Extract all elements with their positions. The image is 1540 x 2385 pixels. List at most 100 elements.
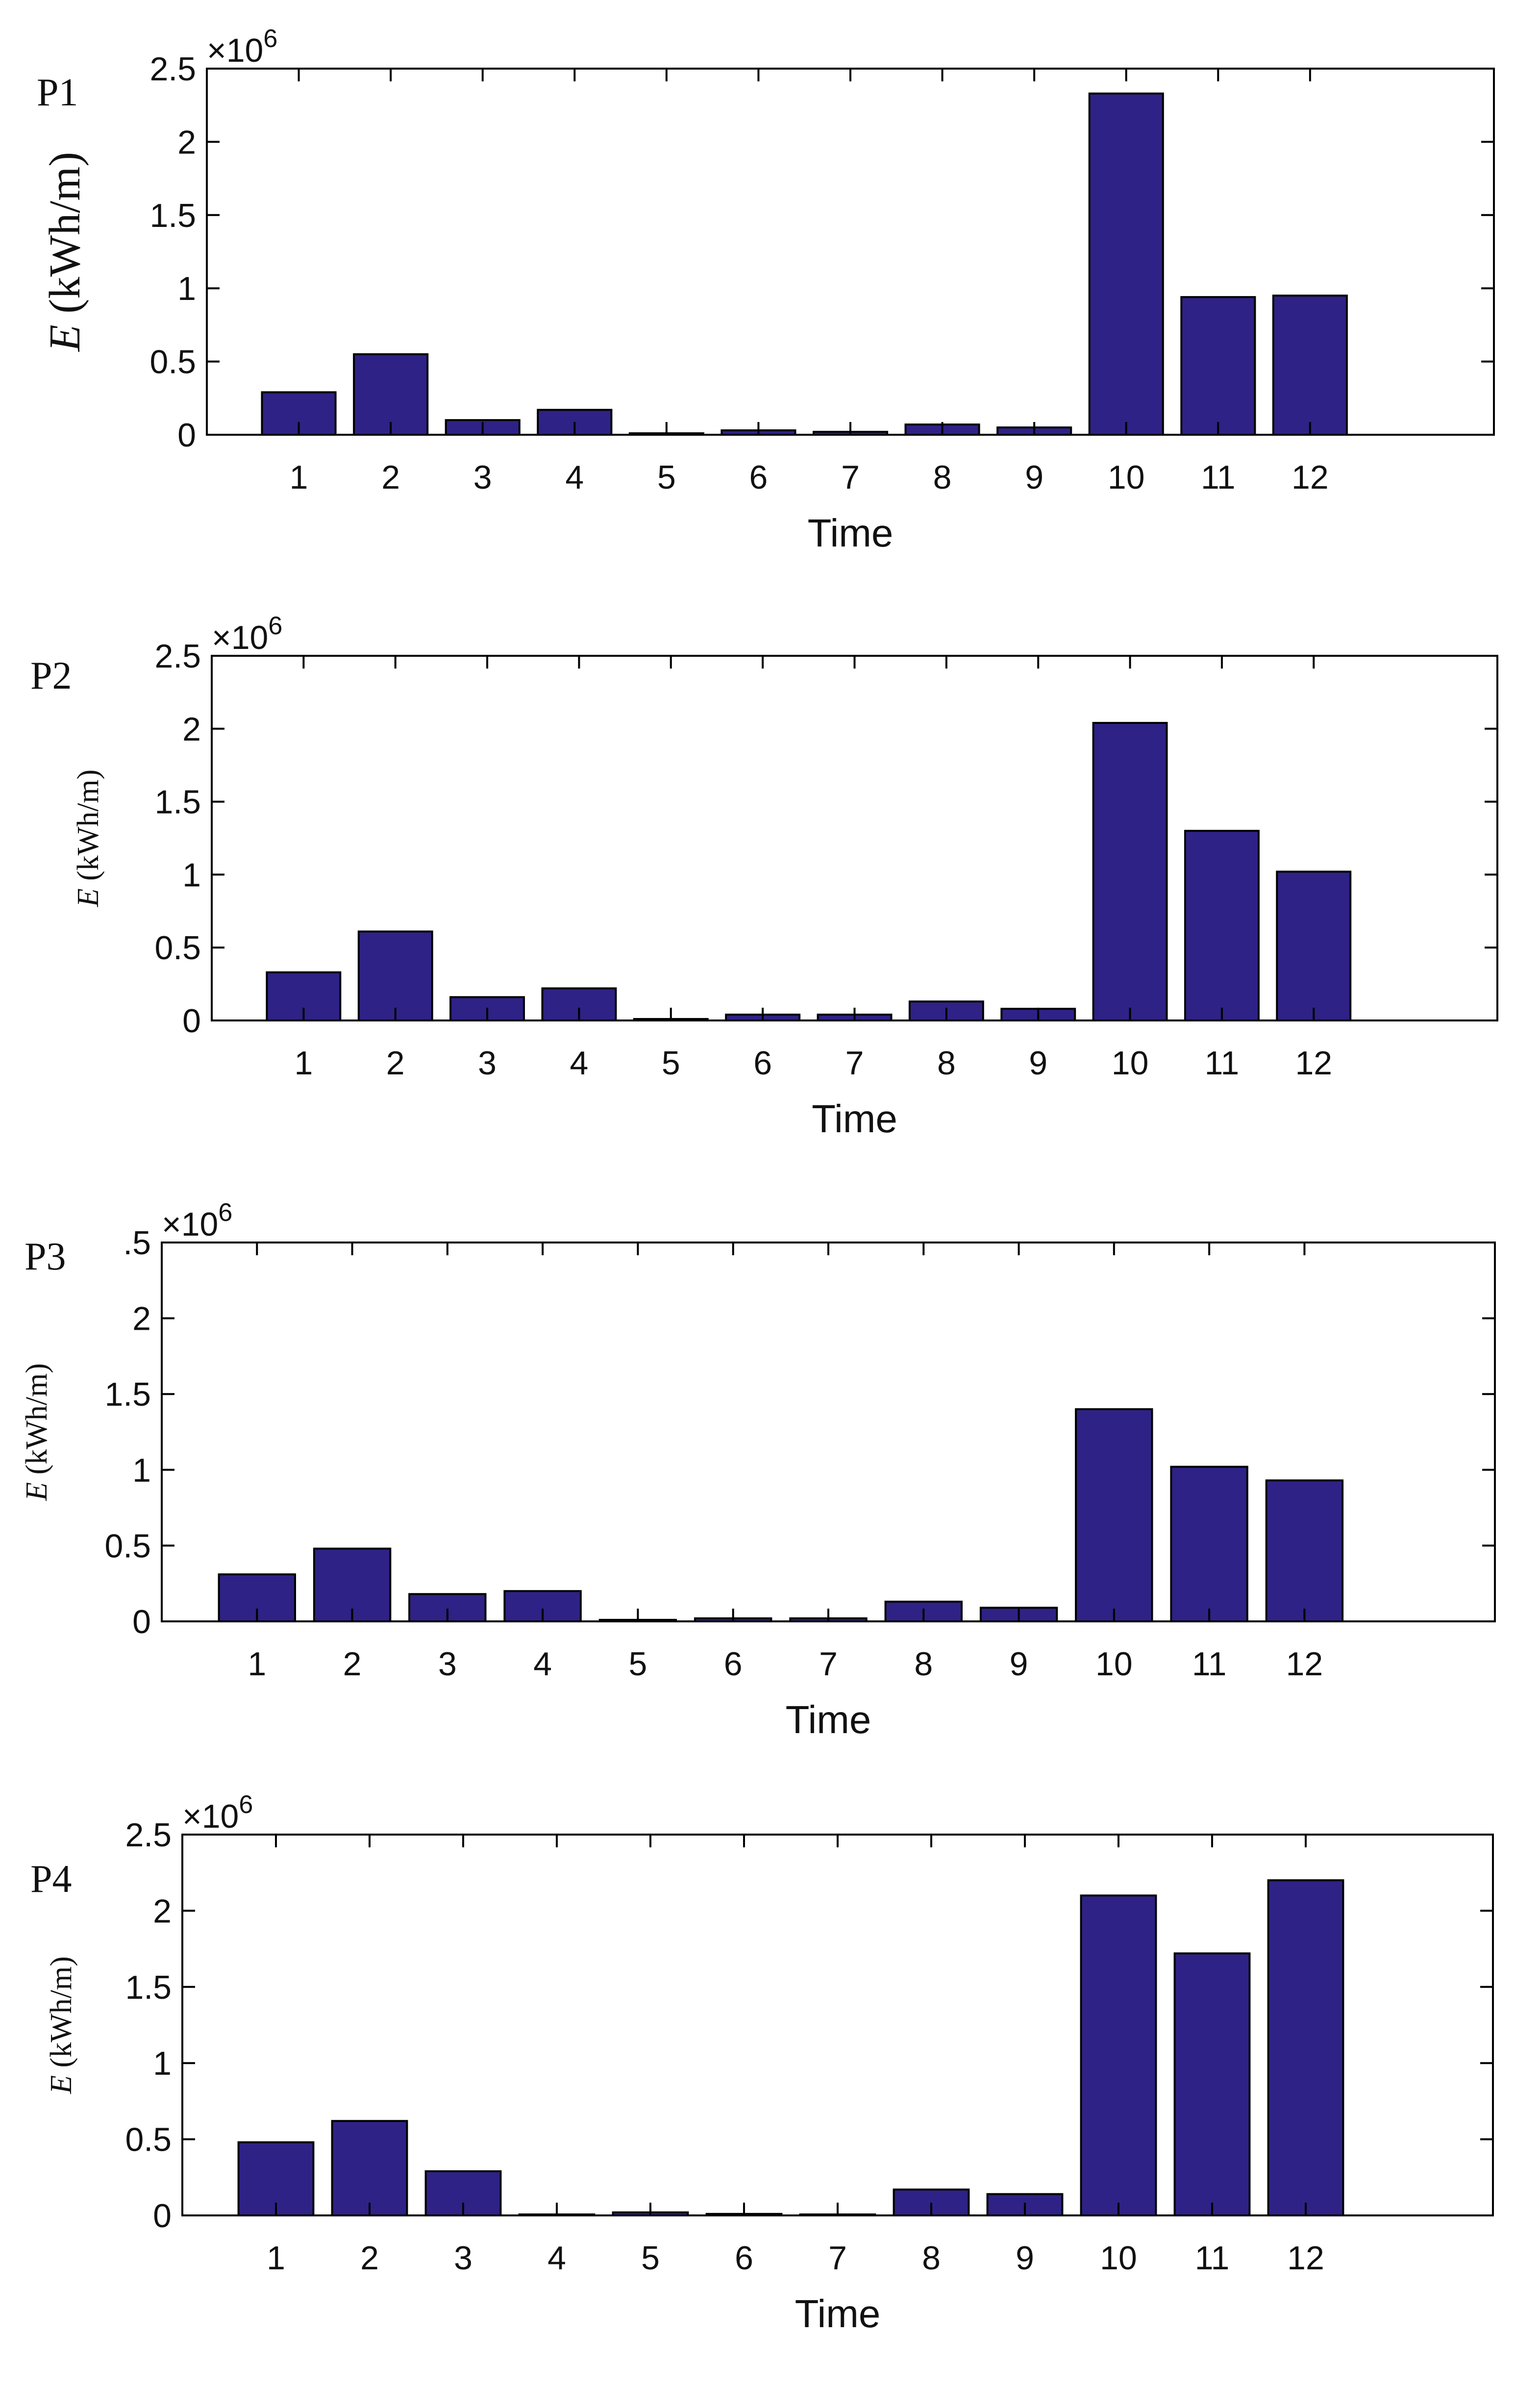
x-tick-label: 3 — [454, 2239, 472, 2277]
x-tick-label: 10 — [1112, 1044, 1149, 1082]
x-tick-label: 5 — [641, 2239, 660, 2277]
x-tick-label: 11 — [1195, 2239, 1230, 2277]
y-tick-label: 0.5 — [125, 2121, 172, 2159]
x-tick-label: 7 — [841, 459, 860, 496]
x-tick-label: 9 — [1016, 2239, 1034, 2277]
x-tick-label: 6 — [749, 459, 768, 496]
x-tick-label: 8 — [933, 459, 952, 496]
y-tick-label: 0.5 — [149, 344, 196, 381]
y-tick-label: 0 — [177, 417, 196, 454]
panel-label: P3 — [25, 1235, 66, 1278]
x-tick-label: 3 — [478, 1044, 497, 1082]
bar-2 — [331, 2120, 408, 2216]
y-axis-label: E (kWh/m) — [72, 770, 105, 908]
bar-8 — [893, 2188, 970, 2217]
y-tick-label: 1.5 — [154, 784, 201, 821]
x-tick-label: 4 — [533, 1645, 552, 1683]
panel-label: P1 — [37, 71, 78, 114]
y-tick-label: 1 — [177, 270, 196, 307]
y-tick-label: 1.5 — [104, 1376, 151, 1413]
y-tick-label: 2.5 — [149, 50, 196, 88]
x-axis-label: Time — [795, 2292, 881, 2335]
panel-label: P2 — [30, 654, 72, 697]
bar-1 — [266, 971, 342, 1022]
bar-12 — [1267, 1879, 1344, 2216]
y-tick-label: 0 — [132, 1603, 151, 1640]
x-tick-label: 10 — [1100, 2239, 1137, 2277]
x-tick-label: 3 — [438, 1645, 457, 1683]
x-tick-label: 8 — [914, 1645, 933, 1683]
y-tick-label: 2 — [153, 1892, 172, 1930]
x-tick-label: 7 — [828, 2239, 847, 2277]
y-axis-label: E (kWh/m) — [20, 1363, 53, 1501]
y-tick-label: 2 — [132, 1300, 151, 1338]
bar-2 — [357, 930, 433, 1021]
x-tick-label: 9 — [1029, 1044, 1047, 1082]
bar-11 — [1173, 1952, 1251, 2216]
y-tick-label: 2 — [177, 124, 196, 161]
y-scale-exponent: ×106 — [162, 1198, 232, 1243]
x-tick-label: 11 — [1205, 1044, 1240, 1082]
x-tick-label: 5 — [629, 1645, 647, 1683]
x-tick-label: 4 — [565, 459, 584, 496]
bar-10 — [1088, 92, 1164, 436]
x-tick-label: 12 — [1295, 1044, 1332, 1082]
x-tick-label: 2 — [381, 459, 400, 496]
x-tick-label: 12 — [1292, 459, 1329, 496]
x-tick-label: 4 — [547, 2239, 566, 2277]
x-tick-label: 6 — [724, 1645, 743, 1683]
bar-3 — [408, 1593, 487, 1623]
x-tick-label: 5 — [657, 459, 676, 496]
y-scale-exponent: ×106 — [182, 1790, 253, 1835]
y-scale-exponent: ×106 — [207, 25, 277, 69]
x-tick-label: 8 — [922, 2239, 941, 2277]
x-tick-label: 2 — [386, 1044, 405, 1082]
x-tick-label: 4 — [570, 1044, 589, 1082]
x-tick-label: 9 — [1025, 459, 1043, 496]
x-tick-label: 1 — [290, 459, 308, 496]
x-tick-label: 12 — [1286, 1645, 1323, 1683]
x-tick-label: 1 — [267, 2239, 285, 2277]
y-axis-label: E (kWh/m) — [45, 1956, 78, 2094]
y-scale-exponent: ×106 — [212, 612, 282, 656]
x-tick-label: 12 — [1287, 2239, 1324, 2277]
y-tick-label: 1.5 — [149, 197, 196, 234]
x-tick-label: 2 — [360, 2239, 379, 2277]
x-tick-label: 3 — [473, 459, 492, 496]
x-tick-label: 11 — [1201, 459, 1236, 496]
x-tick-label: 5 — [662, 1044, 680, 1082]
y-tick-label: 0.5 — [104, 1527, 151, 1565]
bar-10 — [1080, 1894, 1157, 2217]
x-tick-label: 10 — [1108, 459, 1145, 496]
y-tick-label: 2.5 — [154, 638, 201, 675]
x-axis-label: Time — [786, 1698, 871, 1741]
x-tick-label: 11 — [1192, 1645, 1227, 1683]
bar-12 — [1276, 870, 1352, 1022]
bar-11 — [1170, 1466, 1248, 1623]
x-tick-label: 7 — [845, 1044, 864, 1082]
x-tick-label: 6 — [753, 1044, 772, 1082]
bar-11 — [1180, 296, 1256, 436]
panel-label: P4 — [30, 1858, 72, 1901]
x-tick-label: 1 — [248, 1645, 266, 1683]
bar-12 — [1265, 1479, 1344, 1622]
y-tick-label: 0 — [153, 2197, 172, 2235]
x-axis-label: Time — [812, 1097, 897, 1141]
y-tick-label: 0 — [182, 1002, 201, 1040]
y-tick-label: 2 — [182, 711, 201, 748]
y-tick-label: 1.5 — [125, 1969, 172, 2006]
y-tick-label: 0.5 — [154, 929, 201, 967]
bar-2 — [353, 353, 429, 436]
x-tick-label: 2 — [343, 1645, 362, 1683]
x-tick-label: 1 — [294, 1044, 313, 1082]
bar-11 — [1184, 830, 1260, 1021]
y-tick-label: .5 — [123, 1224, 151, 1262]
bar-12 — [1272, 295, 1348, 436]
bar-10 — [1092, 721, 1168, 1021]
x-tick-label: 9 — [1010, 1645, 1028, 1683]
